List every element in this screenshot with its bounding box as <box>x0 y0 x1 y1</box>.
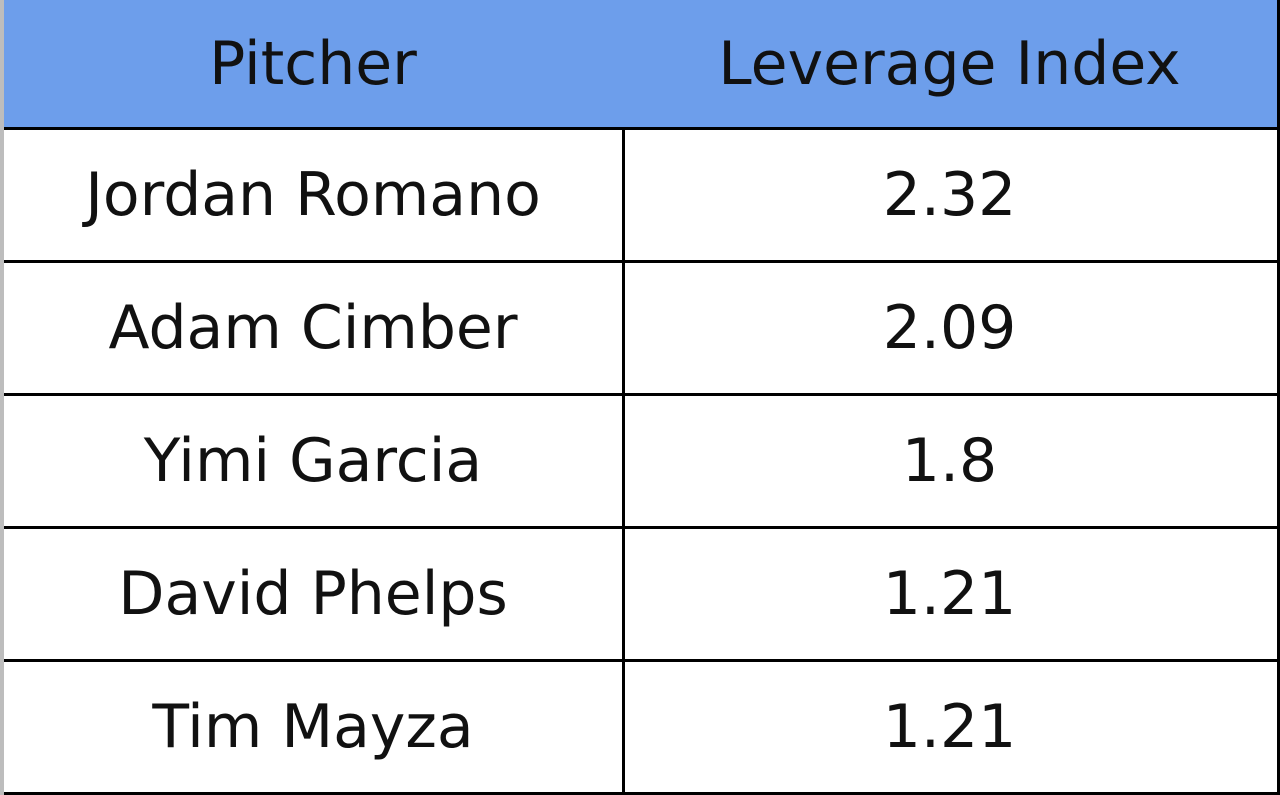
pitcher-name: Adam Cimber <box>4 263 625 396</box>
header-cell: Leverage Index <box>622 0 1280 130</box>
table: Pitcher Leverage Index Jordan Romano 2.32 Ad… <box>4 0 1280 795</box>
pitcher-name: Tim Mayza <box>4 662 625 795</box>
pitcher-name: Jordan Romano <box>4 130 625 263</box>
leverage-index: 2.32 <box>622 130 1280 263</box>
leverage-index: 1.21 <box>622 529 1280 662</box>
pitcher-name: Yimi Garcia <box>4 396 625 529</box>
leverage-index: 2.09 <box>622 263 1280 396</box>
pitcher-name: David Phelps <box>4 529 625 662</box>
leverage-index: 1.21 <box>622 662 1280 795</box>
header-cell: Pitcher <box>4 0 625 130</box>
leverage-index: 1.8 <box>622 396 1280 529</box>
window-edge <box>0 0 4 795</box>
